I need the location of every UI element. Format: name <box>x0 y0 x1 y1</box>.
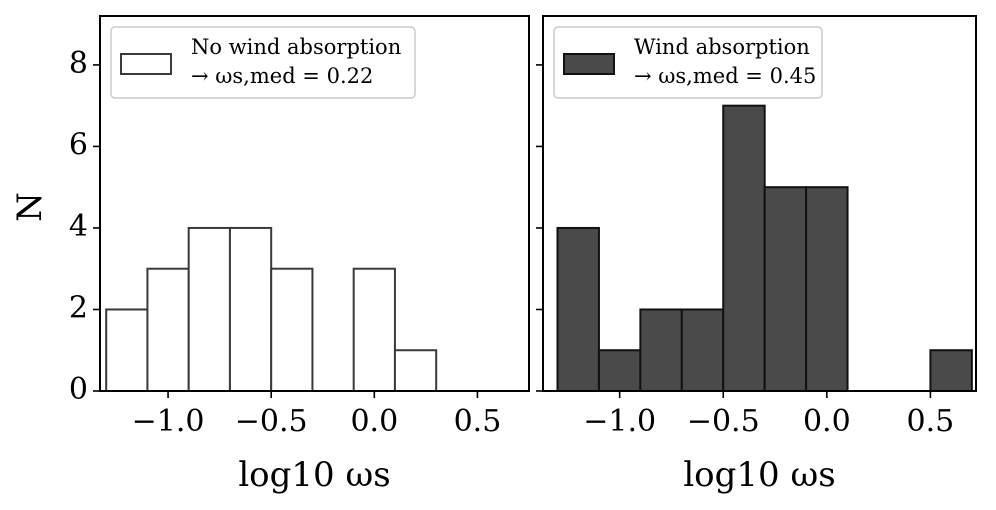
histogram-bar <box>722 104 766 392</box>
x-axis-label: log10 ωs <box>238 455 390 495</box>
axes-frame <box>99 15 530 392</box>
x-tick-label: 0.5 <box>454 404 502 439</box>
panel-wind: −1.0 −0.5 0.0 0.5 log10 ωs Wind absorption → ω… <box>536 15 977 495</box>
histogram-bar <box>763 186 808 392</box>
panel-no-wind: 0 2 4 6 8 −1.0 −0.5 0.0 0.5 log10 ωs No wind absor… <box>69 15 530 495</box>
histogram-bar <box>187 226 231 392</box>
legend-box <box>553 26 823 99</box>
x-tick-label: 0.0 <box>350 404 398 439</box>
x-tick-label: 0.5 <box>907 404 955 439</box>
x-tick-label: −0.5 <box>235 404 308 439</box>
x-tick-label: 0.0 <box>803 404 851 439</box>
legend-sublabel: → ωs,med = 0.22 <box>191 64 373 88</box>
x-tick-label: −0.5 <box>687 404 760 439</box>
histogram-bar <box>352 267 396 392</box>
legend-swatch <box>563 53 615 75</box>
histogram-bar <box>805 186 849 392</box>
y-tick-label: 6 <box>69 127 88 162</box>
axes-frame <box>542 15 977 392</box>
y-tick-label: 8 <box>69 46 88 81</box>
histogram-bar <box>393 349 438 393</box>
histogram-bar <box>680 308 725 393</box>
legend-sublabel: → ωs,med = 0.45 <box>634 64 816 88</box>
legend-label: No wind absorption <box>191 35 401 59</box>
y-axis-label: N <box>10 192 50 222</box>
y-tick-label: 4 <box>69 209 88 244</box>
histogram-bar <box>146 267 190 392</box>
histogram-bar <box>929 349 973 393</box>
x-axis-label: log10 ωs <box>683 455 835 495</box>
histogram-bar <box>597 349 642 393</box>
histogram-bar <box>556 226 600 392</box>
x-tick-label: −1.0 <box>583 404 656 439</box>
histogram-bar <box>105 308 149 393</box>
histogram-bar <box>639 308 683 393</box>
histogram-bar <box>228 226 273 392</box>
histogram-bar <box>270 267 314 392</box>
legend-box <box>110 26 416 99</box>
legend-label: Wind absorption <box>634 35 810 59</box>
y-tick-label: 2 <box>69 290 88 325</box>
legend-swatch <box>120 53 172 75</box>
y-tick-label: 0 <box>69 372 88 407</box>
x-tick-label: −1.0 <box>132 404 205 439</box>
